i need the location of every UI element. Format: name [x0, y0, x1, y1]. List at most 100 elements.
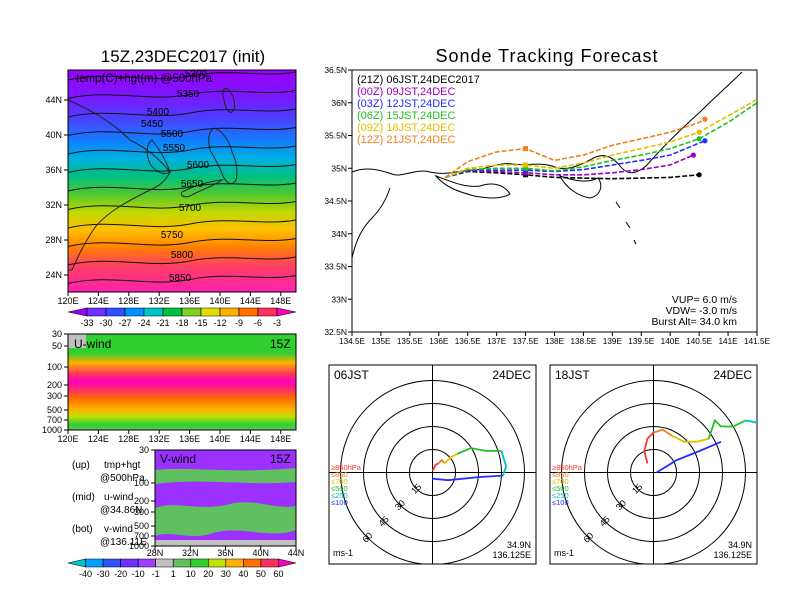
hodograph-segment	[437, 458, 446, 464]
hodograph-ring-label: 45	[377, 514, 391, 528]
temp-colorbar-swatch	[124, 307, 145, 317]
temp-colorbar-label: -30	[99, 318, 112, 328]
hodograph-level-legend: ≤700	[331, 477, 348, 486]
vwind-p-tick-label: 200	[134, 496, 149, 506]
hodograph-lat: 34.9N	[507, 540, 531, 550]
vwind-p-tick-label: 30	[139, 445, 149, 455]
tracking-lon-tick-label: 141.5E	[744, 337, 770, 346]
uwind-lon-tick-label: 124E	[88, 434, 109, 444]
hodograph-level-legend: ≤850	[331, 470, 348, 479]
wind-colorbar-label: 10	[186, 569, 196, 579]
hodograph-segment	[444, 453, 458, 464]
trajectory-legend-entry: (06Z) 15JST,24DEC	[357, 110, 455, 122]
uwind-p-tick-label: 200	[47, 380, 62, 390]
map-lon-ticks: 120E 124E 128E 132E 136E 140E 144E 148E	[57, 292, 291, 306]
note-level: @500hPa	[100, 473, 145, 484]
tracking-lon-tick-label: 137E	[487, 337, 507, 346]
temp-colorbar-label: -15	[194, 318, 207, 328]
wind-colorbar-swatch	[137, 558, 156, 568]
vwind-lat-ticks: 28N 32N 36N 40N 44N	[147, 546, 304, 558]
hodograph-segment	[431, 462, 440, 472]
tracking-lat-ticks: 32.5N 33N 33.5N 34N 34.5N 35N 35.5N 36N 36.5N	[324, 65, 352, 337]
hodograph-level-legend: ≥850hPa	[552, 463, 583, 472]
vwind-p-tick-label: 100	[134, 478, 149, 488]
temp-colorbar-swatch	[67, 307, 88, 317]
temp-colorbar-swatch	[181, 307, 202, 317]
tracking-lon-tick-label: 136E	[429, 337, 449, 346]
landing-marker	[702, 138, 708, 144]
tracking-lat-tick-label: 36.5N	[324, 65, 347, 75]
map-lon-tick-label: 120E	[57, 296, 78, 306]
contour-label: 5850	[169, 273, 192, 284]
contour-label: 5350	[177, 89, 200, 100]
temperature-colorbar: -33 -30 -27 -24 -21 -18 -15 -12 -9 -6 -3	[67, 307, 297, 328]
landing-marker	[702, 116, 708, 122]
izu-peninsula	[559, 175, 602, 199]
tracking-lon-tick-label: 138E	[545, 337, 565, 346]
contour-label: 5300	[185, 69, 208, 80]
trajectory-line	[444, 102, 758, 179]
height-contour	[67, 145, 297, 155]
landing-marker	[696, 129, 702, 135]
tracking-lon-tick-label: 135E	[371, 337, 391, 346]
tracking-lat-tick-label: 33N	[331, 294, 347, 304]
tracking-lon-tick-label: 140.5E	[686, 337, 712, 346]
height-contour	[67, 164, 297, 173]
temp-colorbar-swatch	[238, 307, 259, 317]
contour-label: 5500	[161, 129, 184, 140]
hodograph-level-legend: ≤500	[552, 484, 569, 493]
uwind-p-tick-label: 30	[52, 329, 62, 339]
map-lon-tick-label: 148E	[270, 296, 291, 306]
map-frame	[67, 69, 297, 293]
tracking-coastline	[351, 71, 743, 259]
height-contour	[67, 127, 297, 136]
trajectory-line	[444, 118, 706, 179]
vwind-p-tick-label: 700	[134, 531, 149, 541]
hodograph-level-legend: ≤250	[331, 491, 348, 500]
height-contour	[67, 238, 297, 247]
map-lat-tick-label: 40N	[45, 130, 62, 140]
wind-colorbar-swatch	[172, 558, 192, 568]
temp-colorbar-label: -18	[175, 318, 188, 328]
wind-colorbar-swatch	[278, 558, 297, 568]
tracking-lat-tick-label: 34N	[331, 229, 347, 239]
uwind-field	[68, 334, 296, 430]
trajectory-line	[444, 139, 706, 179]
hodograph-ring-label: 30	[393, 498, 407, 512]
contour-label: 5600	[187, 160, 210, 171]
vwind-time: 15Z	[270, 452, 291, 466]
trajectory-line	[444, 154, 694, 179]
tracking-lon-tick-label: 139E	[603, 337, 623, 346]
uwind-lon-tick-label: 128E	[118, 434, 139, 444]
tracking-lat-tick-label: 36N	[331, 98, 347, 108]
hodograph-segment	[432, 474, 504, 482]
hodograph-level-legend: ≤700	[552, 477, 569, 486]
uwind-p-tick-label: 100	[47, 362, 62, 372]
temp-colorbar-label: -12	[213, 318, 226, 328]
temp-colorbar-label: -33	[80, 318, 93, 328]
hodograph-level-legend: ≤500	[331, 484, 348, 493]
hodograph-segment	[671, 434, 709, 443]
temp-colorbar-swatch	[86, 307, 107, 317]
hodograph-ring-label: 45	[598, 514, 612, 528]
note-variable: v-wind	[104, 524, 133, 535]
hodograph-segment	[653, 428, 673, 437]
wind-colorbar-label: 30	[221, 569, 231, 579]
kii-peninsula	[434, 174, 511, 199]
wind-colorbar: -40 -30 -20 -10 -1 1 10 20 30 40 50 60	[67, 558, 297, 579]
map-lat-tick-label: 44N	[45, 95, 62, 105]
contour-label: 5450	[141, 119, 164, 130]
wind-colorbar-label: -20	[114, 569, 127, 579]
trajectory-legend-entry: (09Z) 18JST,24DEC	[357, 122, 455, 134]
temp-colorbar-swatch	[105, 307, 126, 317]
landing-marker	[696, 136, 702, 142]
wind-colorbar-label: 1	[171, 569, 176, 579]
tracking-lon-ticks: 134.5E 135E 135.5E 136E 136.5E 137E 137.5E 138E…	[339, 332, 771, 346]
tracking-lat-tick-label: 34.5N	[324, 196, 347, 206]
